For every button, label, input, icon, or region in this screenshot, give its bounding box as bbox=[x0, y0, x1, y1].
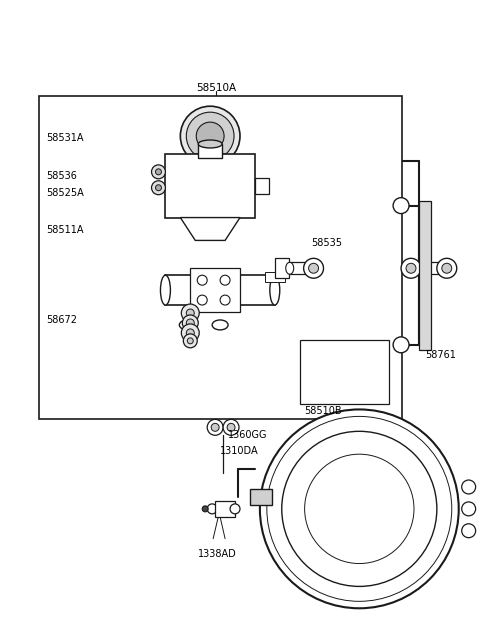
Text: 58761: 58761 bbox=[425, 350, 456, 360]
Circle shape bbox=[220, 275, 230, 285]
Text: 58536: 58536 bbox=[46, 171, 77, 181]
Bar bbox=[290, 262, 308, 274]
Circle shape bbox=[442, 263, 452, 273]
Circle shape bbox=[156, 185, 161, 191]
Text: 58672: 58672 bbox=[46, 315, 77, 325]
Circle shape bbox=[393, 337, 409, 353]
Polygon shape bbox=[180, 218, 240, 240]
Bar bbox=[275, 258, 288, 278]
Circle shape bbox=[309, 263, 319, 273]
Circle shape bbox=[406, 263, 416, 273]
Circle shape bbox=[462, 502, 476, 516]
Polygon shape bbox=[166, 154, 255, 218]
Circle shape bbox=[304, 258, 324, 278]
Circle shape bbox=[207, 419, 223, 435]
Bar bbox=[419, 201, 431, 350]
Text: 58511A: 58511A bbox=[46, 226, 84, 236]
Text: 1338AD: 1338AD bbox=[198, 549, 237, 559]
Bar bbox=[421, 262, 439, 274]
Bar bbox=[255, 178, 269, 194]
Circle shape bbox=[393, 198, 409, 214]
Circle shape bbox=[220, 295, 230, 305]
Circle shape bbox=[462, 524, 476, 538]
Circle shape bbox=[156, 169, 161, 175]
Bar bbox=[198, 144, 222, 158]
Ellipse shape bbox=[212, 320, 228, 330]
Bar bbox=[166, 275, 275, 305]
Circle shape bbox=[282, 431, 437, 586]
Circle shape bbox=[152, 181, 166, 195]
Circle shape bbox=[180, 106, 240, 166]
Bar bbox=[215, 501, 235, 517]
Circle shape bbox=[152, 165, 166, 179]
Ellipse shape bbox=[286, 262, 294, 274]
Circle shape bbox=[196, 122, 224, 150]
Ellipse shape bbox=[160, 275, 170, 305]
Bar bbox=[39, 97, 402, 419]
Circle shape bbox=[401, 258, 421, 278]
Bar bbox=[250, 489, 272, 505]
Ellipse shape bbox=[198, 140, 222, 148]
Circle shape bbox=[227, 423, 235, 431]
Circle shape bbox=[260, 409, 459, 608]
Circle shape bbox=[207, 504, 217, 514]
Ellipse shape bbox=[188, 153, 232, 163]
Circle shape bbox=[462, 480, 476, 494]
Circle shape bbox=[181, 304, 199, 322]
Bar bbox=[190, 268, 240, 312]
Circle shape bbox=[187, 338, 193, 344]
Text: 1360GG: 1360GG bbox=[228, 430, 267, 440]
Text: 58510B: 58510B bbox=[305, 406, 342, 416]
Circle shape bbox=[183, 334, 197, 348]
Circle shape bbox=[197, 295, 207, 305]
Circle shape bbox=[305, 454, 414, 564]
Circle shape bbox=[437, 258, 457, 278]
Bar bbox=[300, 340, 389, 404]
Text: 58525A: 58525A bbox=[46, 187, 84, 198]
Circle shape bbox=[186, 112, 234, 160]
Text: 58531A: 58531A bbox=[46, 133, 84, 143]
Bar bbox=[265, 272, 285, 282]
Circle shape bbox=[186, 329, 194, 337]
Circle shape bbox=[197, 275, 207, 285]
Text: 58535: 58535 bbox=[312, 238, 343, 248]
Circle shape bbox=[181, 324, 199, 342]
Text: 1310DA: 1310DA bbox=[220, 446, 259, 456]
Circle shape bbox=[211, 423, 219, 431]
Circle shape bbox=[223, 419, 239, 435]
Text: 58510A: 58510A bbox=[196, 83, 236, 93]
Ellipse shape bbox=[270, 275, 280, 305]
Circle shape bbox=[186, 309, 194, 317]
Circle shape bbox=[230, 504, 240, 514]
Circle shape bbox=[202, 506, 208, 512]
Ellipse shape bbox=[180, 320, 195, 330]
Circle shape bbox=[182, 315, 198, 331]
Circle shape bbox=[186, 319, 194, 327]
